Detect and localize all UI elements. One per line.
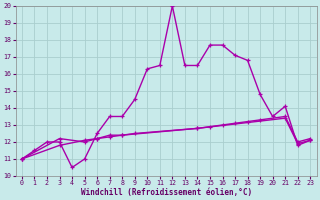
X-axis label: Windchill (Refroidissement éolien,°C): Windchill (Refroidissement éolien,°C) <box>81 188 252 197</box>
